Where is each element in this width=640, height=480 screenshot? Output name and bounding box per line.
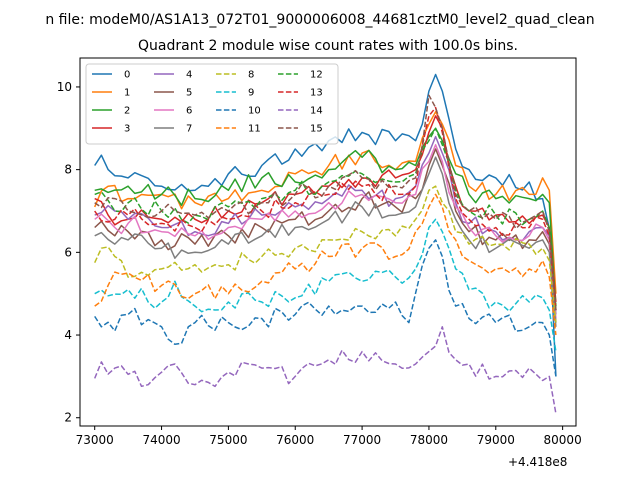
legend-label-0: 0 [124,70,130,81]
series-line-5 [94,148,557,323]
series-line-10 [94,239,557,377]
legend-label-4: 4 [186,70,192,81]
y-tick-label: 2 [64,411,72,425]
y-tick-label: 6 [64,245,72,259]
x-tick-label: 79000 [477,433,515,447]
legend-label-3: 3 [124,124,130,135]
axes: 73000 74000 75000 76000 77000 78000 79000 80000… [57,80,582,447]
figure-suptitle: n file: modeM0/AS1A13_072T01_9000006008_… [45,12,594,28]
series-layer [94,73,557,414]
series-line-9 [94,218,557,352]
y-tick-label: 4 [64,328,72,342]
y-tick-label: 8 [64,163,72,177]
series-line-15 [94,94,557,311]
legend-label-6: 6 [186,106,192,117]
series-line-0 [94,73,557,377]
series-line-2 [94,127,557,311]
x-tick-label: 77000 [343,433,381,447]
x-tick-label: 74000 [142,433,180,447]
x-tick-label: 80000 [544,433,582,447]
legend-label-2: 2 [124,106,130,117]
series-line-7 [94,156,557,327]
series-line-11 [94,193,557,336]
series-line-13 [94,106,557,311]
legend-label-1: 1 [124,88,130,99]
legend-label-15: 15 [310,124,323,135]
legend-label-11: 11 [248,124,261,135]
legend-label-12: 12 [310,70,323,81]
legend-label-8: 8 [248,70,254,81]
x-tick-label: 73000 [76,433,114,447]
legend-label-13: 13 [310,88,323,99]
x-tick-label: 78000 [410,433,448,447]
series-line-1 [94,111,557,294]
series-line-6 [94,144,557,319]
x-tick-label: 76000 [276,433,314,447]
x-tick-label: 75000 [209,433,247,447]
series-line-3 [94,115,557,303]
series-line-12 [94,127,557,307]
legend-label-7: 7 [186,124,192,135]
y-tick-label: 10 [57,80,72,94]
legend-label-14: 14 [310,106,323,117]
legend-label-5: 5 [186,88,192,99]
plot-frame [79,57,577,427]
series-line-14 [94,326,557,414]
legend-label-10: 10 [248,106,261,117]
chart-title: Quadrant 2 module wise count rates with … [138,38,518,54]
legend-label-9: 9 [248,88,254,99]
x-offset-label: +4.418e8 [508,455,567,469]
legend-box [85,63,339,145]
